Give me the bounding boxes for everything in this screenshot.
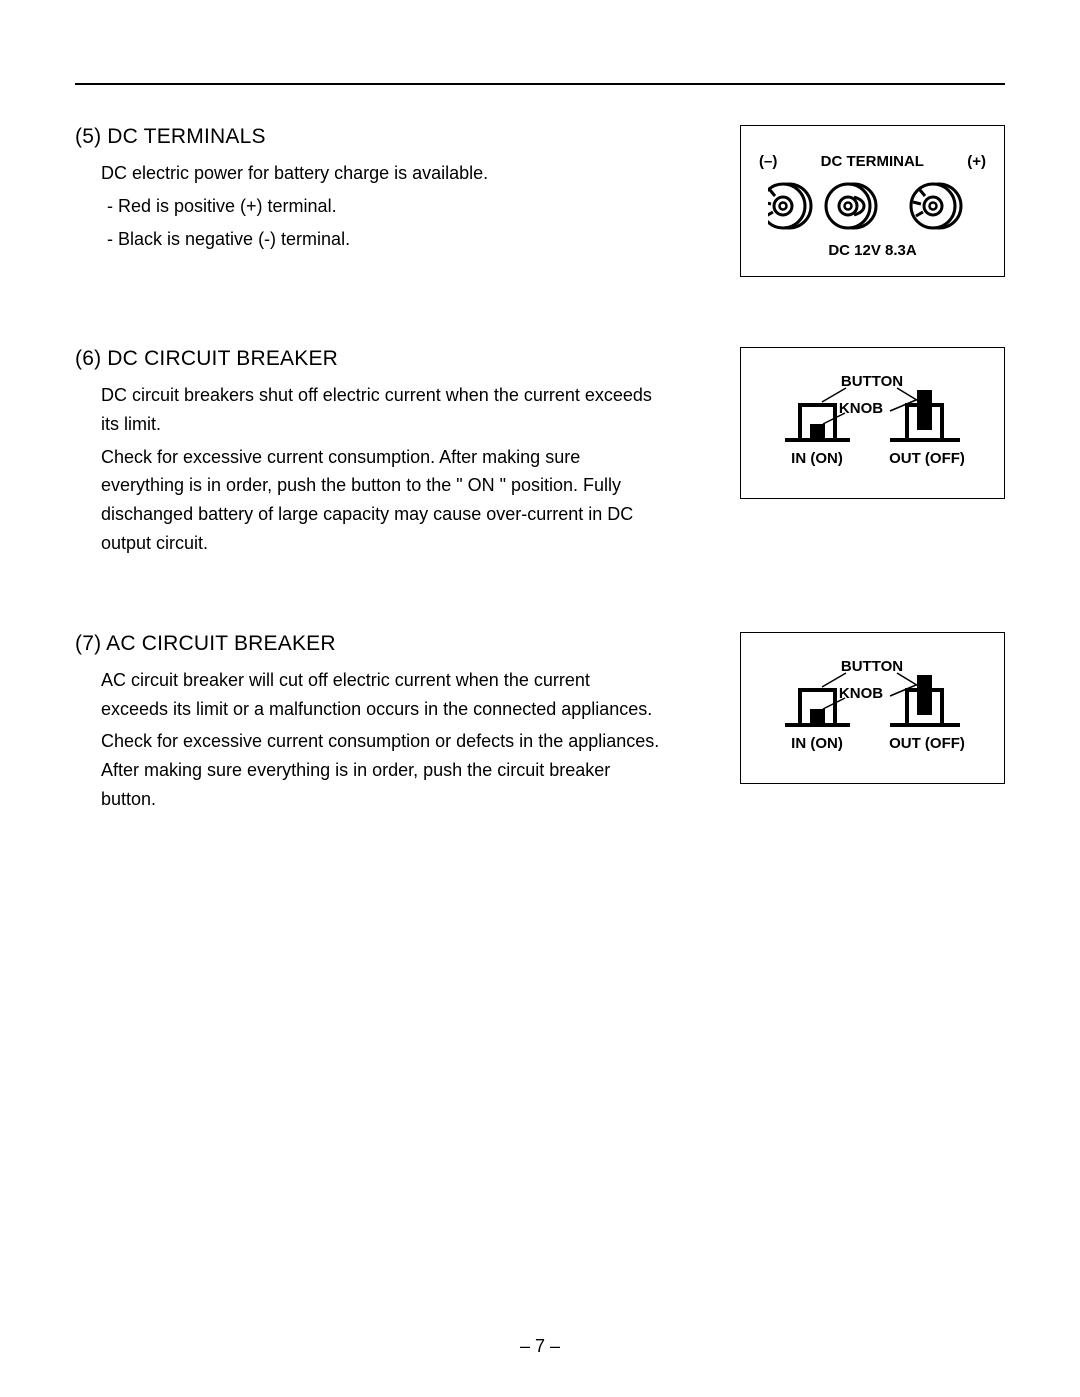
fig6-knob-label: KNOB	[839, 400, 883, 417]
s5-line1: DC electric power for battery charge is …	[101, 159, 661, 188]
figure-dc-breaker: BUTTON KNOB IN (ON)	[740, 347, 1005, 499]
heading-7: (7) AC CIRCUIT BREAKER	[75, 632, 720, 656]
fig7-in-label: IN (ON)	[791, 735, 843, 752]
fig5-sub: DC 12V 8.3A	[828, 242, 916, 259]
s7-p2: Check for excessive current consumption …	[101, 727, 661, 813]
fig5-title: DC TERMINAL	[821, 153, 924, 170]
dc-terminal-icon	[768, 176, 978, 236]
fig6-in-label: IN (ON)	[791, 450, 843, 467]
section-dc-circuit-breaker: (6) DC CIRCUIT BREAKER DC circuit breake…	[75, 347, 1005, 562]
s7-p1: AC circuit breaker will cut off electric…	[101, 666, 661, 724]
ac-breaker-icon: BUTTON KNOB IN (ON)	[760, 643, 985, 773]
fig7-knob-label: KNOB	[839, 685, 883, 702]
page-number: – 7 –	[0, 1336, 1080, 1357]
fig5-minus: (–)	[759, 153, 777, 170]
heading-6: (6) DC CIRCUIT BREAKER	[75, 347, 720, 371]
figure-ac-breaker: BUTTON KNOB IN (ON)	[740, 632, 1005, 784]
fig7-out-label: OUT (OFF)	[889, 735, 965, 752]
heading-5: (5) DC TERMINALS	[75, 125, 720, 149]
fig6-button-label: BUTTON	[841, 373, 903, 390]
s6-p2: Check for excessive current consumption.…	[101, 443, 661, 558]
section-dc-terminals: (5) DC TERMINALS DC electric power for b…	[75, 125, 1005, 277]
dc-breaker-icon: BUTTON KNOB IN (ON)	[760, 358, 985, 488]
section-ac-circuit-breaker: (7) AC CIRCUIT BREAKER AC circuit breake…	[75, 632, 1005, 818]
fig6-out-label: OUT (OFF)	[889, 450, 965, 467]
s6-p1: DC circuit breakers shut off electric cu…	[101, 381, 661, 439]
s5-line3: - Black is negative (-) terminal.	[101, 225, 661, 254]
top-rule	[75, 83, 1005, 85]
fig7-button-label: BUTTON	[841, 658, 903, 675]
s5-line2: - Red is positive (+) terminal.	[101, 192, 661, 221]
fig5-plus: (+)	[967, 153, 986, 170]
figure-dc-terminal: (–) DC TERMINAL (+)	[740, 125, 1005, 277]
